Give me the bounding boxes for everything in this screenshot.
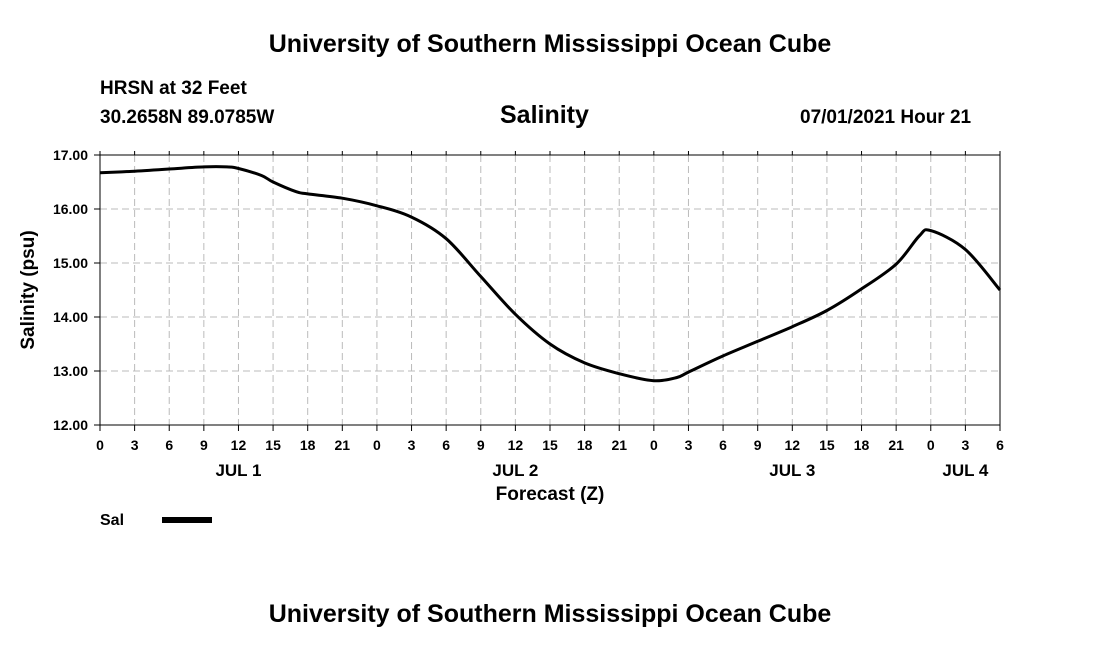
y-tick-label: 17.00 [53, 147, 88, 163]
footer-title: University of Southern Mississippi Ocean… [268, 600, 832, 628]
station-label: HRSN at 32 Feet [100, 78, 247, 99]
x-tick-label: 3 [131, 437, 139, 453]
x-tick-label: 0 [927, 437, 935, 453]
x-tick-label: 18 [300, 437, 316, 453]
x-tick-label: 6 [719, 437, 727, 453]
x-tick-label: 15 [542, 437, 558, 453]
x-tick-label: 15 [819, 437, 835, 453]
x-tick-label: 3 [408, 437, 416, 453]
x-tick-label: 9 [477, 437, 485, 453]
x-tick-label: 12 [785, 437, 801, 453]
y-tick-label: 16.00 [53, 201, 88, 217]
y-tick-label: 13.00 [53, 363, 88, 379]
x-tick-label: 3 [685, 437, 693, 453]
y-tick-label: 12.00 [53, 417, 88, 433]
date-label: JUL 2 [492, 461, 538, 480]
x-tick-label: 6 [165, 437, 173, 453]
x-tick-label: 0 [373, 437, 381, 453]
x-tick-label: 6 [996, 437, 1004, 453]
y-tick-label: 15.00 [53, 255, 88, 271]
x-tick-label: 9 [200, 437, 208, 453]
forecast-timestamp: 07/01/2021 Hour 21 [800, 107, 972, 128]
chart-title: Salinity [500, 101, 589, 129]
station-coordinates: 30.2658N 89.0785W [100, 107, 275, 128]
series-line-sal [99, 165, 1002, 383]
x-tick-label: 0 [96, 437, 104, 453]
x-axis-title: Forecast (Z) [496, 484, 605, 505]
date-label: JUL 3 [769, 461, 815, 480]
x-tick-label: 12 [508, 437, 524, 453]
x-tick-label: 15 [265, 437, 281, 453]
x-tick-label: 3 [961, 437, 969, 453]
x-tick-label: 18 [577, 437, 593, 453]
page-title: University of Southern Mississippi Ocean… [268, 30, 832, 58]
legend-label: Sal [100, 512, 124, 529]
x-tick-label: 21 [611, 437, 627, 453]
x-tick-label: 6 [442, 437, 450, 453]
x-tick-label: 18 [854, 437, 870, 453]
y-tick-label: 14.00 [53, 309, 88, 325]
x-tick-label: 21 [335, 437, 351, 453]
x-tick-label: 9 [754, 437, 762, 453]
date-label: JUL 4 [942, 461, 989, 480]
date-label: JUL 1 [215, 461, 261, 480]
y-axis-title: Salinity (psu) [18, 230, 39, 349]
x-tick-label: 0 [650, 437, 658, 453]
x-tick-label: 12 [231, 437, 247, 453]
x-tick-label: 21 [888, 437, 904, 453]
